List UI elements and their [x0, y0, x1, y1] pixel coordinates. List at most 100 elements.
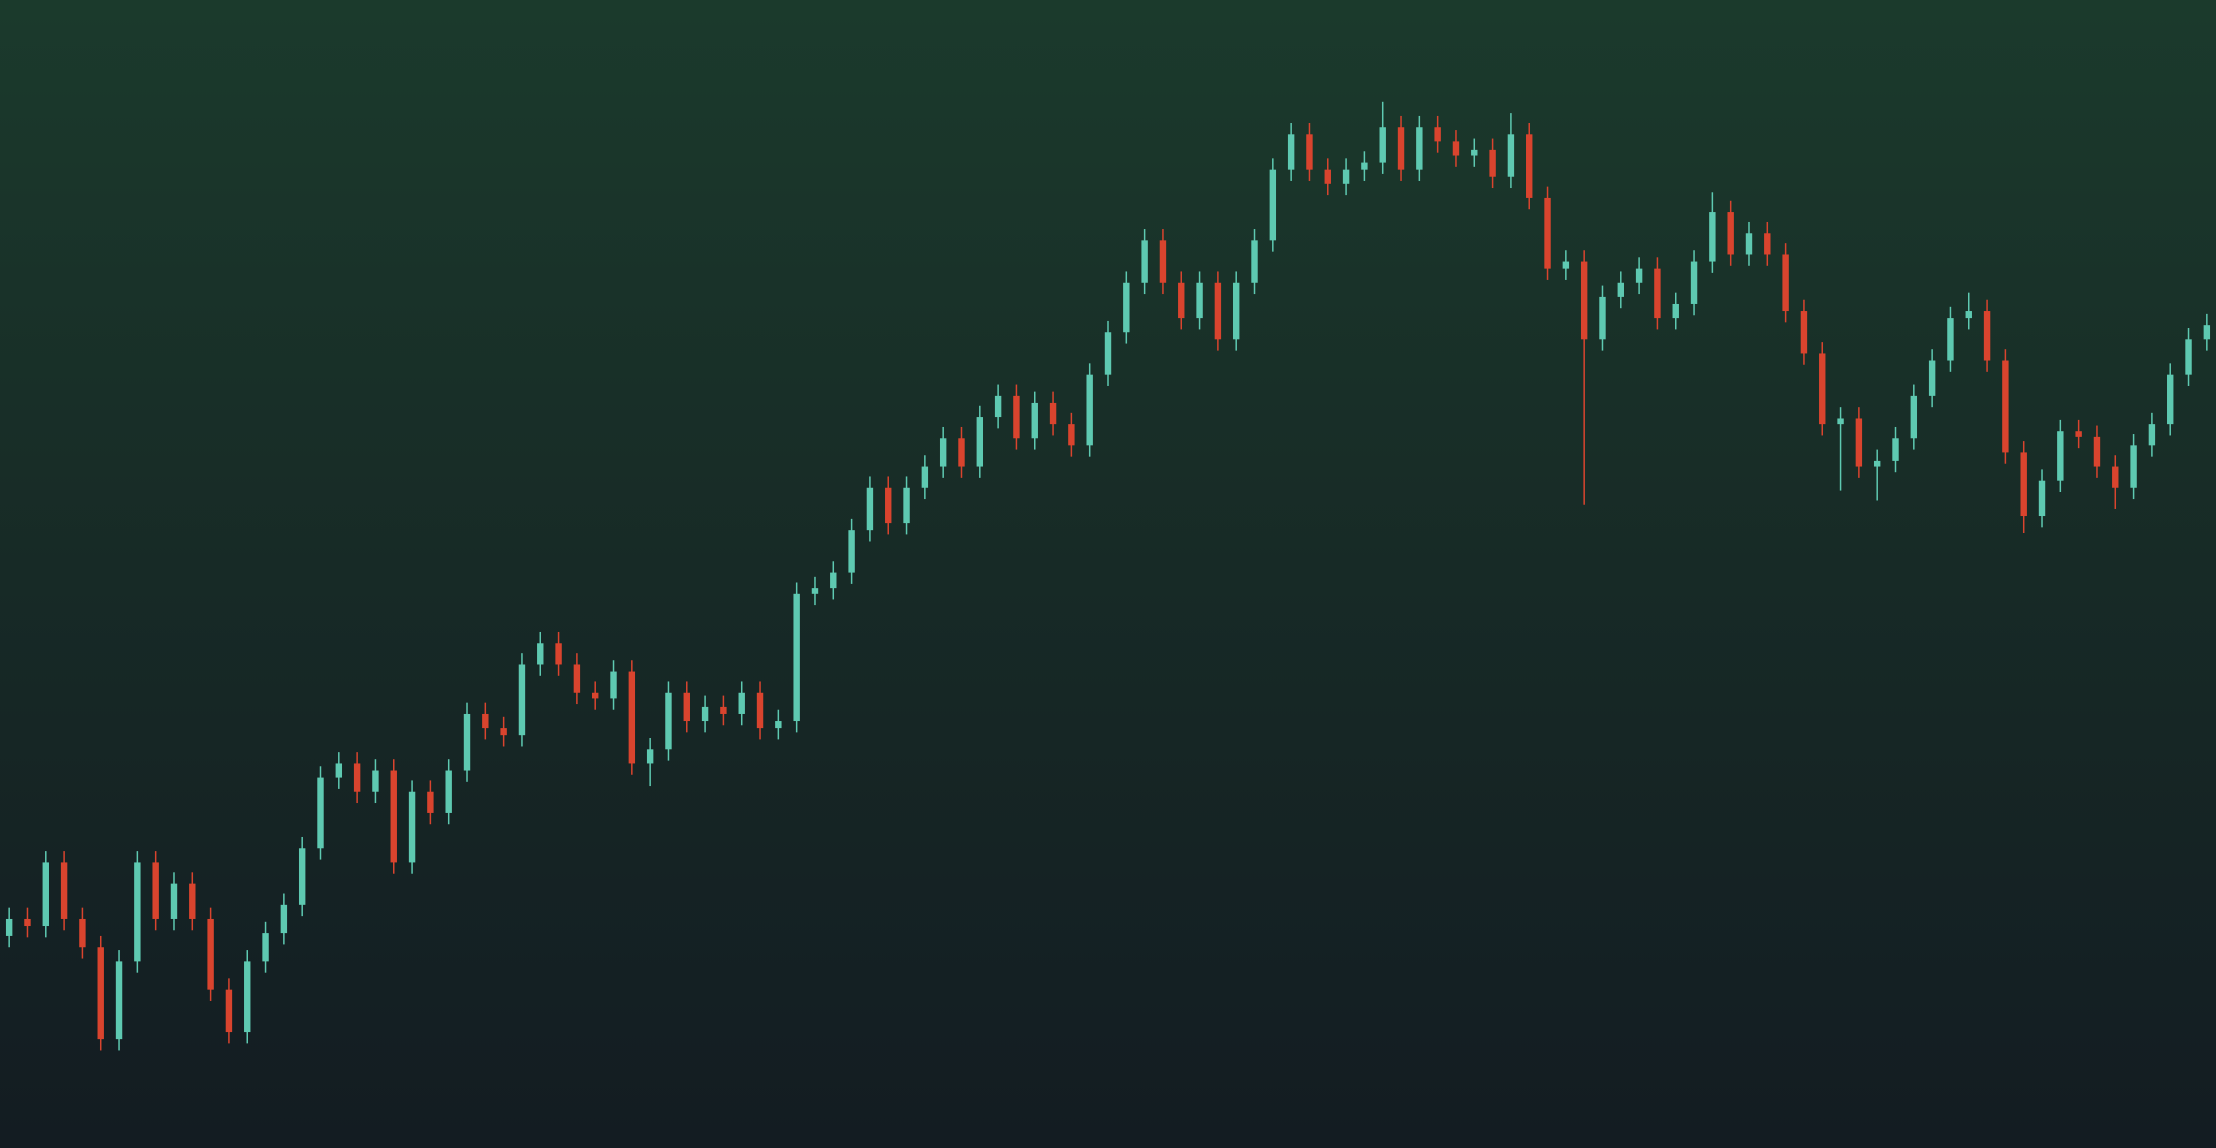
candle-body — [372, 770, 379, 792]
candle-body — [427, 791, 434, 813]
candle-body — [134, 862, 141, 962]
candle-body — [1910, 395, 1918, 439]
candle-body — [939, 438, 947, 467]
candle-body — [811, 588, 819, 594]
candle-body — [1800, 311, 1808, 354]
candle-body — [1489, 149, 1496, 177]
candle-body — [408, 791, 416, 863]
candle-body — [1873, 460, 1881, 467]
candle-body — [830, 572, 837, 589]
candle-body — [115, 961, 123, 1040]
candle-body — [1745, 233, 1753, 255]
candle-body — [1599, 296, 1606, 340]
candle-body — [720, 706, 727, 714]
candle-body — [1727, 212, 1734, 255]
candle-body — [1049, 402, 1057, 425]
candle-body — [1013, 395, 1020, 439]
candle-body — [1306, 134, 1313, 170]
candle-body — [1947, 318, 1954, 361]
candle-body — [152, 862, 159, 919]
candle-body — [1397, 127, 1405, 170]
candle-body — [1855, 418, 1863, 467]
candle-body — [1159, 240, 1167, 283]
candle-body — [518, 664, 526, 736]
candle-body — [353, 763, 361, 792]
candle-body — [2130, 445, 2137, 488]
candle-body — [482, 713, 489, 729]
candle-body — [1123, 282, 1130, 333]
candle-body — [1617, 282, 1624, 297]
candle-body — [2203, 325, 2211, 340]
candle-body — [866, 487, 874, 531]
candle-body — [885, 487, 892, 524]
candle-body — [1031, 402, 1038, 439]
candle-body — [445, 770, 452, 813]
candle-body — [1837, 418, 1844, 425]
candle-body — [2038, 480, 2046, 517]
candle-body — [537, 643, 544, 665]
candle-body — [1452, 141, 1460, 156]
candle-body — [280, 904, 288, 934]
candle-body — [592, 692, 599, 699]
candle-body — [1232, 282, 1240, 340]
candle-body — [958, 438, 965, 467]
candle-body — [1416, 127, 1423, 170]
candle-body — [610, 671, 617, 699]
candle-body — [97, 947, 104, 1040]
candle-body — [646, 749, 654, 764]
candle-body — [2112, 466, 2119, 488]
candle-body — [701, 706, 709, 722]
candle-body — [1983, 311, 1991, 361]
candle-body — [24, 918, 31, 927]
candle-body — [60, 862, 68, 919]
candle-body — [1068, 424, 1075, 446]
candle-body — [1434, 127, 1441, 142]
candle-body — [262, 933, 269, 962]
candle-body — [298, 848, 306, 905]
candle-body — [793, 593, 800, 722]
candle-body — [2185, 339, 2192, 375]
candle-body — [1690, 261, 1698, 304]
candle-body — [1764, 233, 1771, 255]
candle-body — [1580, 261, 1588, 340]
candle-body — [903, 487, 910, 524]
candle-body — [2167, 374, 2174, 425]
candle-body — [463, 713, 471, 771]
candle-body — [1471, 149, 1478, 156]
candle-body — [42, 862, 49, 927]
candle-body — [1141, 240, 1148, 283]
candle-body — [848, 530, 855, 573]
candle-body — [79, 918, 86, 948]
candle-body — [1361, 162, 1368, 170]
candle-body — [921, 466, 929, 488]
candle-body — [1892, 438, 1899, 461]
candle-body — [2002, 360, 2009, 453]
candle-body — [225, 989, 233, 1033]
candle-body — [665, 692, 672, 750]
candle-body — [1196, 282, 1203, 319]
candle-body — [170, 883, 178, 919]
candle-body — [1672, 303, 1679, 319]
candle-body — [1635, 268, 1643, 283]
candle-body — [2020, 452, 2027, 517]
candle-body — [573, 664, 581, 693]
candle-body — [2057, 431, 2064, 481]
candle-body — [317, 777, 324, 849]
candle-body — [555, 643, 562, 665]
candle-body — [1654, 268, 1661, 319]
candle-body — [1965, 311, 1972, 319]
candle-body — [1178, 282, 1185, 319]
candle-body — [1562, 261, 1570, 269]
candle-body — [1379, 127, 1386, 163]
candle-body — [500, 728, 507, 736]
candle-body — [1251, 240, 1258, 283]
candle-body — [1709, 212, 1716, 262]
candle-body — [1526, 134, 1533, 198]
candle-body — [1287, 134, 1295, 170]
candle-body — [1782, 254, 1789, 312]
candle-body — [1324, 169, 1331, 184]
candle-body — [1928, 360, 1936, 396]
candle-body — [775, 721, 782, 729]
